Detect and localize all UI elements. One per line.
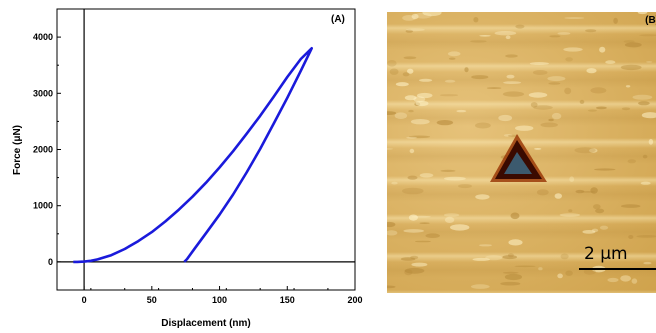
y-tick-label: 3000 <box>33 88 53 98</box>
y-tick-label: 0 <box>48 257 53 267</box>
panel-label-a: (A) <box>331 14 345 25</box>
x-axis-title: Displacement (nm) <box>161 318 250 329</box>
indent-center <box>504 152 532 174</box>
series-line <box>73 47 313 264</box>
y-tick-label: 2000 <box>33 145 53 155</box>
x-tick-label: 100 <box>212 295 227 305</box>
y-tick-label: 1000 <box>33 201 53 211</box>
y-axis-title: Force (μN) <box>12 125 23 175</box>
series-layer <box>73 47 313 264</box>
scale-bar-label: 2 μm <box>584 244 628 264</box>
panel-label-b: (B) <box>645 15 656 26</box>
afm-image: (B) 2 μm <box>387 12 656 293</box>
scale-bar <box>579 268 656 270</box>
y-tick-label: 4000 <box>33 32 53 42</box>
x-tick-label: 50 <box>147 295 157 305</box>
x-tick-label: 0 <box>82 295 87 305</box>
x-tick-label: 200 <box>347 295 362 305</box>
x-tick-label: 150 <box>280 295 295 305</box>
afm-surface <box>387 12 656 289</box>
